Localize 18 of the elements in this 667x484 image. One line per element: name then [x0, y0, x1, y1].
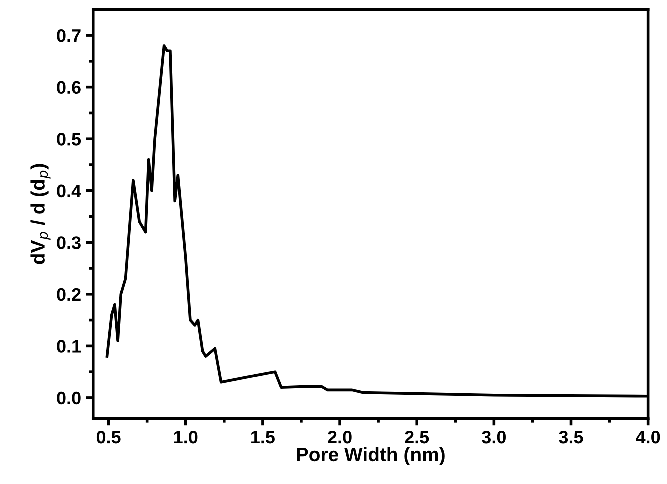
- x-tick-label: 3.0: [482, 430, 506, 444]
- y-tick-label: 0.5: [57, 133, 82, 146]
- y-tick-label: 0.0: [57, 392, 81, 405]
- y-tick-label: 0.6: [57, 81, 81, 94]
- x-tick-label: 3.5: [559, 430, 584, 444]
- y-tick-label: 0.7: [57, 30, 81, 42]
- y-tick-label: 0.4: [57, 184, 82, 198]
- x-tick-label: 2.5: [405, 430, 430, 444]
- x-tick-label: 4.0: [636, 430, 660, 444]
- x-axis-title: Pore Width (nm): [297, 447, 445, 466]
- x-tick-label: 1.5: [252, 431, 275, 444]
- y-axis-title: dV$_{p}$ / d (d$_{p}$): [30, 164, 51, 264]
- x-tick-label: 2.0: [328, 430, 352, 444]
- x-tick-label: 0.5: [96, 430, 121, 444]
- x-tick-label: 1.0: [174, 430, 198, 444]
- y-tick-label: 0.3: [57, 236, 81, 250]
- y-tick-label: 0.1: [57, 340, 82, 353]
- y-tick-label: 0.2: [57, 288, 81, 302]
